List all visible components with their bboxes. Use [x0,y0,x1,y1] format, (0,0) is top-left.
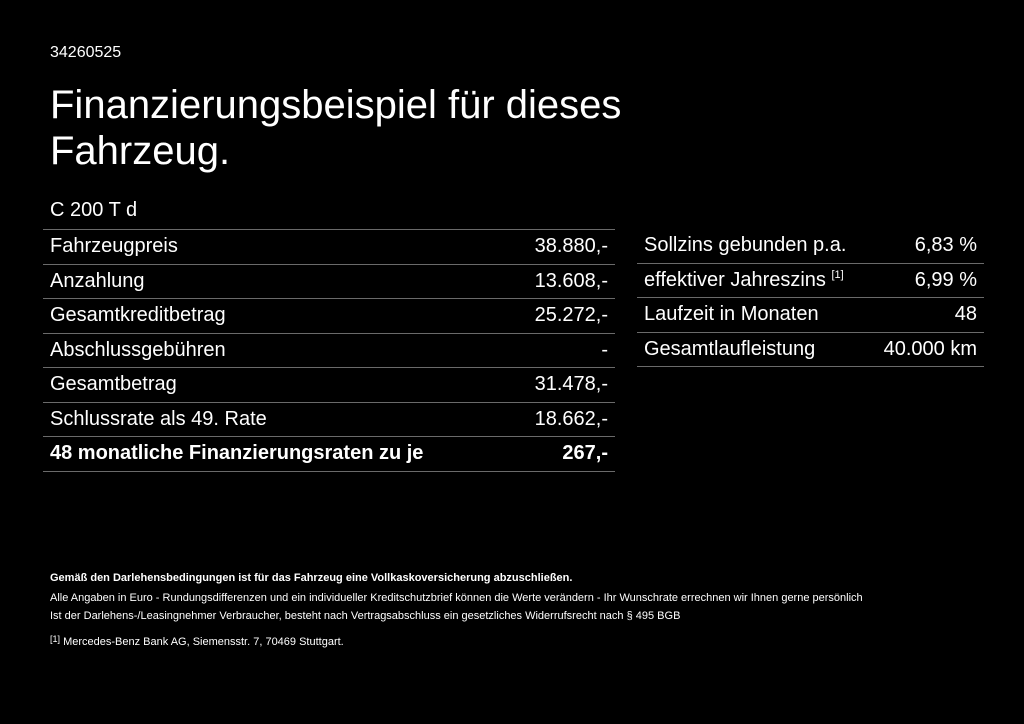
label-text: Schlussrate als 49. Rate [50,407,267,430]
table-row: Schlussrate als 49. Rate 18.662,- [43,402,615,437]
footnote-reference: [1] Mercedes-Benz Bank AG, Siemensstr. 7… [50,634,344,648]
table-row: Gesamtlaufleistung 40.000 km [637,332,984,367]
row-value: 48 [868,297,984,333]
page-title: Finanzierungsbeispiel für dieses Fahrzeu… [50,83,622,173]
table-row: Abschlussgebühren - [43,333,615,368]
footnote-text: Mercedes-Benz Bank AG, Siemensstr. 7, 70… [63,636,344,648]
label-text: 48 monatliche Finanzierungsraten zu je [50,442,424,465]
label-text: Sollzins gebunden p.a. [644,234,847,257]
row-label: Gesamtkreditbetrag [43,298,510,334]
model-name: C 200 T d [50,199,138,221]
row-value: 18.662,- [509,402,615,437]
row-value: - [509,333,615,368]
table-row: Laufzeit in Monaten 48 [637,297,984,333]
table-row: effektiver Jahreszins [1] 6,99 % [637,263,984,298]
row-label: Sollzins gebunden p.a. [637,229,869,264]
table-row: Gesamtkreditbetrag 25.272,- [43,298,615,334]
row-value: 25.272,- [509,298,615,334]
label-text: effektiver Jahreszins [644,268,826,291]
label-text: Anzahlung [50,269,145,292]
row-value: 6,83 % [868,229,984,264]
label-text: Gesamtkreditbetrag [50,304,226,327]
financing-table: Fahrzeugpreis 38.880,- Anzahlung 13.608,- Ge… [43,229,615,472]
label-text: Laufzeit in Monaten [644,303,819,326]
row-label: Abschlussgebühren [43,333,510,368]
interest-table: Sollzins gebunden p.a. 6,83 % effektiver J… [637,229,984,367]
table-row: Anzahlung 13.608,- [43,264,615,299]
insurance-note: Gemäß den Darlehensbedingungen ist für d… [50,572,573,584]
row-label: Fahrzeugpreis [43,229,510,265]
row-label: Gesamtbetrag [43,367,510,403]
table-row: Gesamtbetrag 31.478,- [43,367,615,403]
row-value: 38.880,- [509,229,615,265]
table-row: 48 monatliche Finanzierungsraten zu je 26… [43,436,615,472]
label-text: Fahrzeugpreis [50,235,178,258]
row-label: Anzahlung [43,264,510,299]
row-label: Schlussrate als 49. Rate [43,402,510,437]
table-row: Sollzins gebunden p.a. 6,83 % [637,229,984,264]
footnote-mark: [1] [831,268,844,281]
footnote-mark: [1] [50,634,61,644]
label-text: Gesamtlaufleistung [644,337,816,360]
row-label: Laufzeit in Monaten [637,297,869,333]
row-value: 31.478,- [509,367,615,403]
row-label: Gesamtlaufleistung [637,332,869,367]
row-value: 267,- [509,436,615,472]
disclaimer-line: Alle Angaben in Euro - Rundungsdifferenz… [50,592,863,604]
row-value: 6,99 % [868,263,984,298]
reference-number: 34260525 [50,44,122,61]
label-text: Abschlussgebühren [50,338,226,361]
table-row: Fahrzeugpreis 38.880,- [43,229,615,265]
row-label: 48 monatliche Finanzierungsraten zu je [43,436,510,472]
row-label: effektiver Jahreszins [1] [637,263,869,298]
row-value: 40.000 km [868,332,984,367]
disclaimer-line: Ist der Darlehens-/Leasingnehmer Verbrau… [50,610,681,622]
label-text: Gesamtbetrag [50,373,177,396]
row-value: 13.608,- [509,264,615,299]
